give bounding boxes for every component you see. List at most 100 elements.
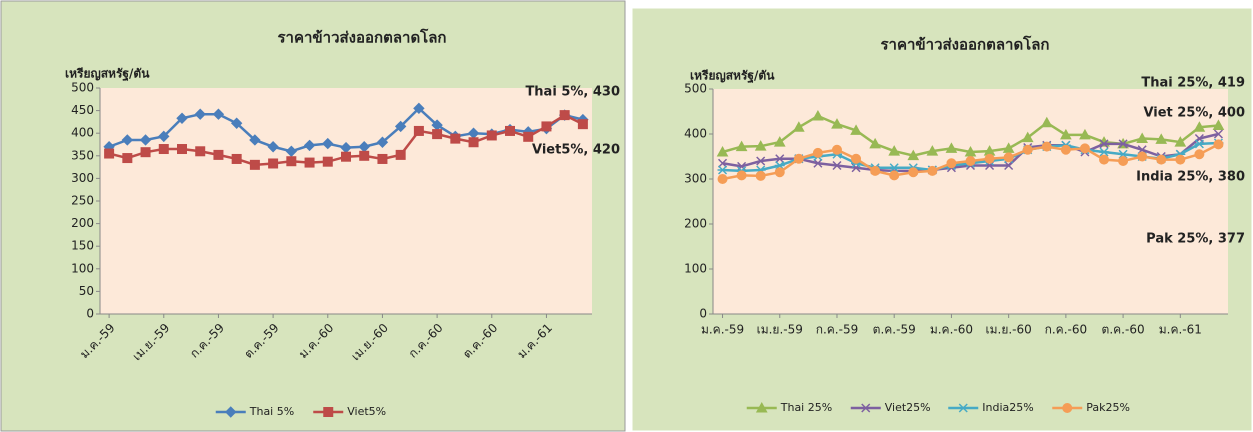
marker [1194, 149, 1205, 160]
marker [468, 137, 479, 148]
marker [541, 121, 552, 132]
marker [1079, 128, 1091, 140]
y-tick-label: 500 [71, 81, 94, 95]
y-tick-label: 450 [71, 103, 94, 117]
y-tick-label: 150 [71, 239, 94, 253]
marker [1156, 154, 1167, 165]
marker [121, 134, 134, 146]
marker [376, 136, 389, 148]
marker [850, 124, 862, 135]
marker [1099, 154, 1110, 165]
marker [1193, 121, 1206, 132]
marker [812, 109, 824, 121]
y-tick-label: 50 [79, 284, 94, 298]
y-axis-label: เหรียญสหรัฐ/ตัน [65, 67, 150, 82]
marker [889, 163, 900, 173]
marker [432, 129, 443, 140]
x-tick-label: ต.ค.-60 [1102, 323, 1145, 337]
marker [267, 141, 279, 153]
marker [249, 159, 260, 170]
marker [851, 153, 862, 164]
series [104, 110, 588, 170]
marker [1060, 128, 1072, 140]
marker [104, 148, 115, 159]
marker [736, 170, 747, 181]
marker [341, 151, 351, 162]
marker [1004, 160, 1014, 171]
y-tick-label: 400 [684, 127, 707, 141]
marker [523, 131, 534, 142]
marker [718, 158, 728, 168]
marker [158, 130, 170, 143]
marker [716, 145, 729, 157]
x-tick-label: เม.ย.-59 [757, 323, 803, 337]
marker [230, 117, 243, 129]
marker [773, 136, 786, 147]
x-tick-label: ม.ค.-59 [701, 323, 744, 337]
marker [965, 156, 976, 166]
marker [213, 149, 224, 160]
marker [1118, 139, 1128, 149]
y-tick-label: 0 [699, 307, 707, 321]
y-tick-label: 200 [684, 217, 707, 231]
marker [322, 137, 334, 150]
marker [812, 147, 823, 158]
legend-label: Thai 25% [780, 401, 832, 414]
marker [1213, 129, 1223, 139]
series [716, 109, 1225, 161]
marker [946, 158, 957, 169]
marker [1175, 154, 1186, 165]
data-label: Thai 5%, 430 [525, 85, 620, 100]
marker [395, 149, 406, 160]
x-tick-label: ก.ค.-60 [1045, 323, 1088, 337]
marker [945, 142, 958, 153]
marker [322, 156, 333, 167]
legend-label: India25% [982, 401, 1033, 414]
marker [775, 154, 785, 164]
marker [194, 108, 206, 120]
marker [907, 149, 920, 161]
y-tick-label: 0 [86, 307, 94, 321]
marker [323, 407, 334, 417]
marker [1194, 139, 1205, 149]
y-axis-label: เหรียญสหรัฐ/ตัน [690, 69, 775, 84]
marker [413, 125, 424, 136]
data-label: Pak 25%, 377 [1146, 232, 1245, 247]
marker [140, 147, 151, 158]
marker [831, 144, 842, 155]
legend-label: Thai 5% [249, 405, 294, 418]
legend-label: Viet25% [885, 401, 931, 414]
marker [286, 156, 297, 167]
data-label: Thai 25%, 419 [1141, 76, 1245, 91]
marker [1060, 144, 1071, 155]
marker [1079, 143, 1090, 154]
marker [735, 140, 748, 152]
marker [889, 170, 900, 181]
marker [831, 118, 843, 129]
marker [1136, 132, 1149, 143]
marker [249, 134, 261, 146]
data-label: Viet5%, 420 [532, 143, 620, 158]
marker [139, 134, 152, 146]
y-tick-label: 300 [71, 171, 94, 185]
marker [793, 153, 804, 164]
marker [756, 156, 766, 166]
marker [1062, 403, 1073, 413]
marker [908, 167, 919, 178]
marker [303, 139, 316, 152]
y-tick-label: 100 [684, 262, 707, 276]
marker [559, 110, 570, 121]
series [717, 139, 1224, 184]
marker [1021, 131, 1034, 143]
y-tick-label: 350 [71, 148, 94, 162]
marker [755, 401, 768, 413]
marker [1041, 141, 1052, 152]
marker [1118, 156, 1129, 166]
marker [1099, 147, 1110, 157]
plot-area [100, 88, 592, 314]
marker [1040, 116, 1053, 128]
y-tick-label: 500 [684, 82, 707, 96]
y-tick-label: 300 [684, 172, 707, 186]
data-label: Viet 25%, 400 [1143, 106, 1245, 121]
